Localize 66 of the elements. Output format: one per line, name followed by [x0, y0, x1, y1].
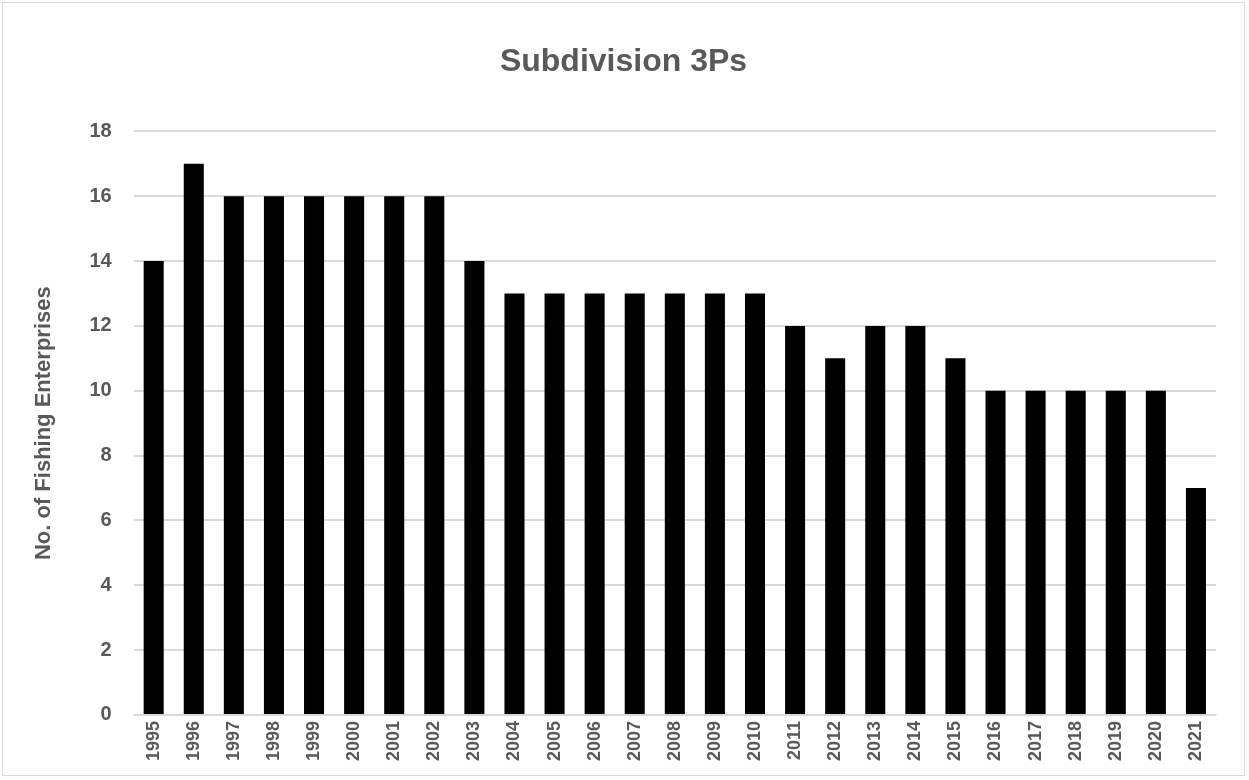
- x-tick-label: 2008: [663, 720, 684, 761]
- bar: [263, 196, 284, 714]
- bar: [704, 293, 725, 714]
- bar: [143, 261, 164, 714]
- x-tick-label: 1996: [182, 720, 203, 761]
- x-tick-label: 2018: [1064, 720, 1085, 761]
- x-tick-label: 2005: [543, 720, 564, 761]
- x-tick-label: 2012: [824, 720, 845, 761]
- x-tick-label: 2013: [864, 720, 885, 761]
- y-tick-label: 0: [100, 702, 112, 725]
- x-tick-label: 2009: [703, 720, 724, 761]
- bar: [304, 196, 325, 714]
- x-tick-label: 2007: [623, 720, 644, 761]
- x-tick-label: 2001: [383, 720, 404, 761]
- x-tick-label: 1999: [303, 720, 324, 761]
- bar: [183, 163, 204, 714]
- x-tick-label: 1995: [142, 720, 163, 761]
- x-tick-label: 2003: [463, 720, 484, 761]
- y-tick-label: 2: [100, 637, 112, 660]
- x-tick-label: 1998: [262, 720, 283, 761]
- bar: [1145, 390, 1166, 714]
- x-tick-label: 2004: [503, 720, 524, 761]
- bar: [785, 325, 806, 714]
- x-tick-label: 1997: [222, 720, 243, 761]
- x-tick-label: 2000: [343, 720, 364, 761]
- x-tick-label: 2010: [743, 720, 764, 761]
- y-tick-label: 4: [100, 572, 113, 595]
- y-tick-label: 18: [89, 118, 112, 141]
- bar: [664, 293, 685, 714]
- y-tick-label: 12: [89, 313, 112, 336]
- x-tick-label: 2016: [984, 720, 1005, 761]
- bar: [464, 261, 485, 714]
- x-tick-label: 2014: [904, 720, 925, 761]
- x-tick-label: 2011: [784, 720, 805, 761]
- bar: [1105, 390, 1126, 714]
- x-tick-label: 2002: [423, 720, 444, 761]
- bar: [584, 293, 605, 714]
- y-tick-label: 6: [100, 507, 112, 530]
- x-tick-label: 2015: [944, 720, 965, 761]
- bar: [504, 293, 525, 714]
- bar: [744, 293, 766, 714]
- y-tick-label: 14: [89, 248, 113, 271]
- y-tick-label: 8: [100, 443, 112, 466]
- x-tick-label: 2021: [1184, 720, 1205, 761]
- bar: [223, 196, 244, 714]
- y-tick-label: 10: [89, 378, 112, 401]
- bar: [624, 293, 645, 714]
- chart-title: Subdivision 3Ps: [499, 42, 748, 79]
- bar: [985, 390, 1006, 714]
- bar: [1025, 390, 1046, 714]
- x-tick-label: 2017: [1024, 720, 1045, 761]
- bar: [865, 325, 886, 714]
- bar: [344, 196, 365, 714]
- x-tick-label: 2020: [1144, 720, 1165, 761]
- bar: [384, 196, 405, 714]
- bar: [1065, 390, 1086, 714]
- bar: [424, 196, 445, 714]
- bar: [905, 325, 926, 714]
- y-tick-label: 16: [89, 183, 112, 206]
- bar: [1185, 488, 1206, 714]
- bar: [544, 293, 565, 714]
- y-axis-title: No. of Fishing Enterprises: [30, 286, 56, 561]
- bar: [825, 358, 846, 714]
- x-tick-label: 2019: [1104, 720, 1125, 761]
- x-tick-label: 2006: [583, 720, 604, 761]
- bar: [945, 358, 966, 714]
